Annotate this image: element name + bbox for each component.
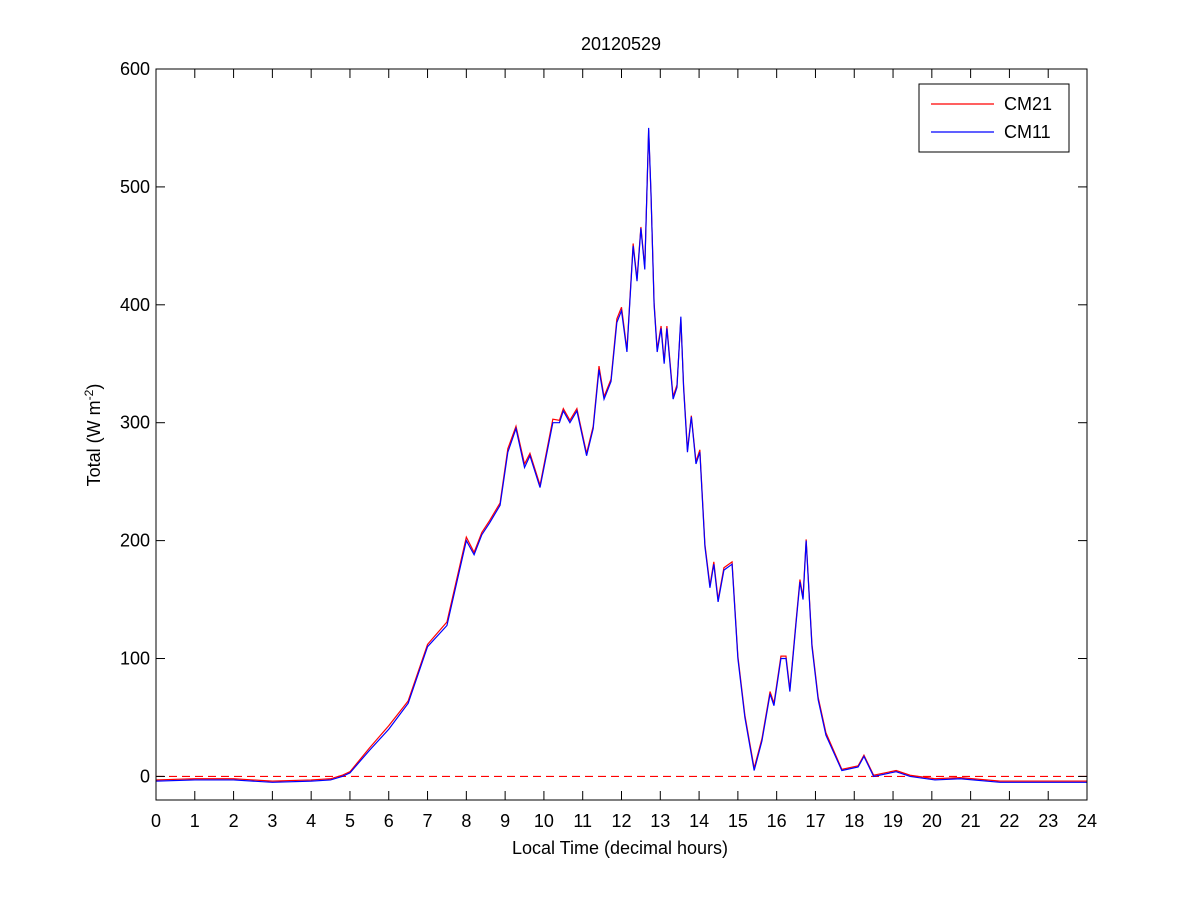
y-tick-label: 400 [120, 295, 150, 315]
x-tick-label: 20 [922, 811, 942, 831]
x-tick-label: 9 [500, 811, 510, 831]
x-tick-label: 14 [689, 811, 709, 831]
y-tick-label: 600 [120, 59, 150, 79]
series-line [155, 127, 1087, 783]
x-tick-label: 8 [461, 811, 471, 831]
x-tick-label: 24 [1077, 811, 1097, 831]
y-tick-label: 500 [120, 177, 150, 197]
y-axis-label: Total (W m-2) [82, 384, 104, 487]
y-axis-label-end: ) [84, 384, 104, 390]
legend-box [918, 83, 1070, 153]
x-tick-label: 17 [805, 811, 825, 831]
x-tick-label: 23 [1038, 811, 1058, 831]
x-tick-label: 7 [423, 811, 433, 831]
x-tick-label: 15 [728, 811, 748, 831]
x-tick-label: 4 [306, 811, 316, 831]
x-tick-label: 13 [650, 811, 670, 831]
x-tick-label: 22 [999, 811, 1019, 831]
x-tick-label: 16 [767, 811, 787, 831]
x-axis-label: Local Time (decimal hours) [512, 838, 728, 858]
x-tick-label: 21 [961, 811, 981, 831]
x-tick-label: 12 [611, 811, 631, 831]
legend-label: CM11 [1004, 122, 1051, 142]
legend-label: CM21 [1004, 94, 1052, 114]
x-tick-label: 11 [573, 811, 592, 831]
x-tick-label: 3 [267, 811, 277, 831]
x-tick-label: 2 [229, 811, 239, 831]
y-tick-label: 100 [120, 649, 150, 669]
y-axis-label-main: Total (W m [84, 400, 104, 486]
y-axis-label-sup: -2 [82, 389, 96, 400]
x-tick-label: 5 [345, 811, 355, 831]
x-tick-label: 10 [534, 811, 554, 831]
y-tick-label: 300 [120, 413, 150, 433]
chart-title: 20120529 [581, 34, 661, 54]
x-tick-label: 6 [384, 811, 394, 831]
y-tick-label: 200 [120, 531, 150, 551]
y-tick-label: 0 [140, 766, 150, 786]
x-tick-label: 0 [151, 811, 161, 831]
x-tick-label: 18 [844, 811, 864, 831]
x-tick-label: 19 [883, 811, 903, 831]
x-tick-label: 1 [190, 811, 200, 831]
